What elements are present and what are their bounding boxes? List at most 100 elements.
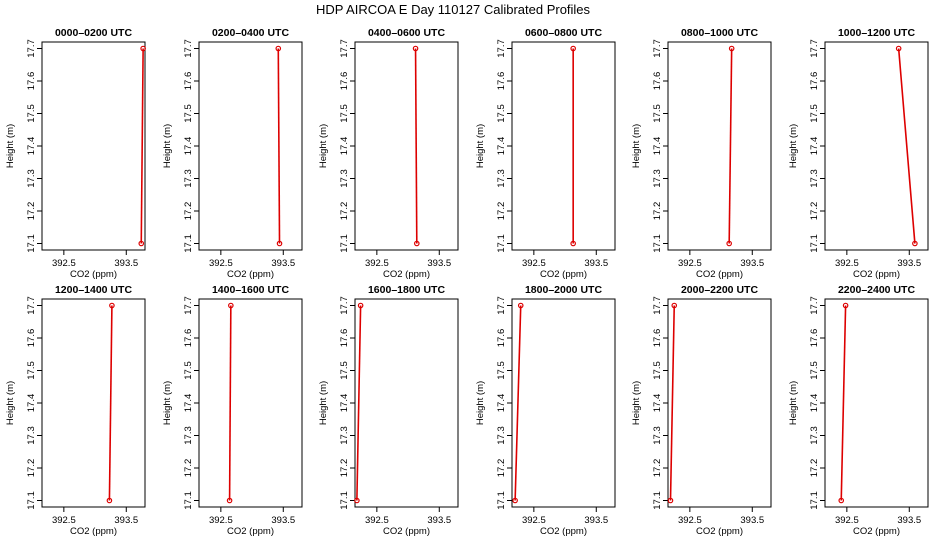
y-tick-label: 17.1 (496, 491, 507, 510)
y-tick-label: 17.5 (652, 361, 663, 380)
x-axis-label: CO2 (ppm) (383, 269, 430, 280)
panel-title: 1400–1600 UTC (212, 284, 289, 296)
y-tick-label: 17.7 (26, 39, 37, 58)
y-tick-label: 17.5 (183, 361, 194, 380)
x-axis-label: CO2 (ppm) (227, 269, 274, 280)
x-axis-label: CO2 (ppm) (853, 269, 900, 280)
y-tick-label: 17.2 (652, 202, 663, 221)
y-tick-label: 17.1 (652, 491, 663, 510)
data-point (517, 302, 524, 309)
y-axis-label: Height (m) (788, 124, 799, 168)
y-tick-label: 17.5 (652, 104, 663, 123)
y-tick-label: 17.4 (183, 137, 194, 156)
profile-line (356, 305, 362, 501)
y-tick-label: 17.3 (496, 426, 507, 445)
y-tick-label: 17.5 (496, 361, 507, 380)
panel-title: 2000–2200 UTC (681, 284, 758, 296)
y-axis-label: Height (m) (475, 381, 486, 425)
data-point (512, 497, 518, 504)
panel-9: 1600–1800 UTC 392.5 393.5 17.1 17.2 17.3 17.4 1… (318, 284, 459, 537)
data-point (842, 302, 849, 309)
y-tick-label: 17.1 (809, 491, 820, 510)
y-tick-label: 17.4 (339, 137, 350, 156)
data-point (838, 497, 845, 504)
data-point (726, 240, 732, 247)
data-point (354, 497, 360, 504)
x-tick-label: 392.5 (365, 515, 389, 526)
x-tick-label: 393.5 (584, 258, 608, 269)
y-tick-label: 17.4 (339, 394, 350, 413)
y-axis-label: Height (m) (162, 381, 173, 425)
panel-8: 1400–1600 UTC 392.5 393.5 17.1 17.2 17.3 17.4 1… (162, 284, 303, 537)
plot-frame (198, 298, 303, 508)
y-tick-label: 17.7 (183, 296, 194, 315)
y-tick-label: 17.7 (809, 39, 820, 58)
data-point (412, 45, 419, 52)
x-tick-label: 393.5 (584, 515, 608, 526)
x-axis-label: CO2 (ppm) (70, 526, 117, 537)
profile-line (228, 305, 232, 501)
y-tick-label: 17.2 (26, 202, 37, 221)
y-tick-label: 17.5 (26, 104, 37, 123)
y-axis-label: Height (m) (318, 381, 329, 425)
profile-line (140, 48, 144, 244)
profile-line (728, 48, 733, 244)
y-axis-label: Height (m) (162, 124, 173, 168)
y-tick-label: 17.2 (496, 202, 507, 221)
y-tick-label: 17.7 (496, 39, 507, 58)
plot-frame (511, 298, 616, 508)
y-tick-label: 17.5 (339, 361, 350, 380)
panel-7: 1200–1400 UTC 392.5 393.5 17.1 17.2 17.3 17.4 1… (5, 284, 146, 537)
y-tick-label: 17.3 (339, 169, 350, 188)
y-tick-label: 17.6 (339, 72, 350, 91)
x-tick-label: 392.5 (678, 258, 702, 269)
figure-title: HDP AIRCOA E Day 110127 Calibrated Profi… (316, 2, 591, 17)
y-tick-label: 17.2 (339, 202, 350, 221)
y-tick-label: 17.7 (339, 39, 350, 58)
y-tick-label: 17.7 (496, 296, 507, 315)
plot-frame (824, 298, 929, 508)
y-tick-label: 17.7 (809, 296, 820, 315)
plot-frame (354, 41, 459, 251)
x-tick-label: 392.5 (52, 258, 76, 269)
data-point (671, 302, 678, 309)
y-tick-label: 17.2 (496, 459, 507, 478)
y-tick-label: 17.2 (339, 459, 350, 478)
data-point (140, 45, 146, 52)
data-point (357, 302, 364, 309)
x-tick-label: 393.5 (427, 258, 451, 269)
x-tick-label: 393.5 (114, 515, 138, 526)
y-tick-label: 17.5 (496, 104, 507, 123)
x-tick-label: 392.5 (835, 258, 859, 269)
y-tick-label: 17.1 (652, 234, 663, 253)
y-tick-label: 17.2 (809, 202, 820, 221)
y-tick-label: 17.2 (652, 459, 663, 478)
profile-line (108, 305, 113, 501)
y-tick-label: 17.3 (339, 426, 350, 445)
x-tick-label: 393.5 (740, 515, 764, 526)
panel-title: 1200–1400 UTC (55, 284, 132, 296)
y-tick-label: 17.4 (652, 394, 663, 413)
data-point (570, 45, 576, 52)
panel-12: 2200–2400 UTC 392.5 393.5 17.1 17.2 17.3 17.4 1… (788, 284, 929, 537)
x-axis-label: CO2 (ppm) (227, 526, 274, 537)
panel-1: 0000–0200 UTC 392.5 393.5 17.1 17.2 17.3 17.4 1… (5, 27, 146, 280)
y-tick-label: 17.4 (183, 394, 194, 413)
data-point (226, 497, 233, 504)
y-tick-label: 17.6 (26, 329, 37, 348)
x-tick-label: 392.5 (365, 258, 389, 269)
y-tick-label: 17.1 (339, 234, 350, 253)
y-tick-label: 17.5 (26, 361, 37, 380)
x-tick-label: 392.5 (522, 515, 546, 526)
y-tick-label: 17.1 (496, 234, 507, 253)
y-tick-label: 17.7 (652, 39, 663, 58)
y-axis-label: Height (m) (631, 124, 642, 168)
plot-frame (41, 41, 146, 251)
y-tick-label: 17.3 (183, 169, 194, 188)
y-tick-label: 17.5 (339, 104, 350, 123)
plot-frame (667, 41, 772, 251)
plot-frame (41, 298, 146, 508)
x-axis-label: CO2 (ppm) (540, 526, 587, 537)
plot-frame (511, 41, 616, 251)
